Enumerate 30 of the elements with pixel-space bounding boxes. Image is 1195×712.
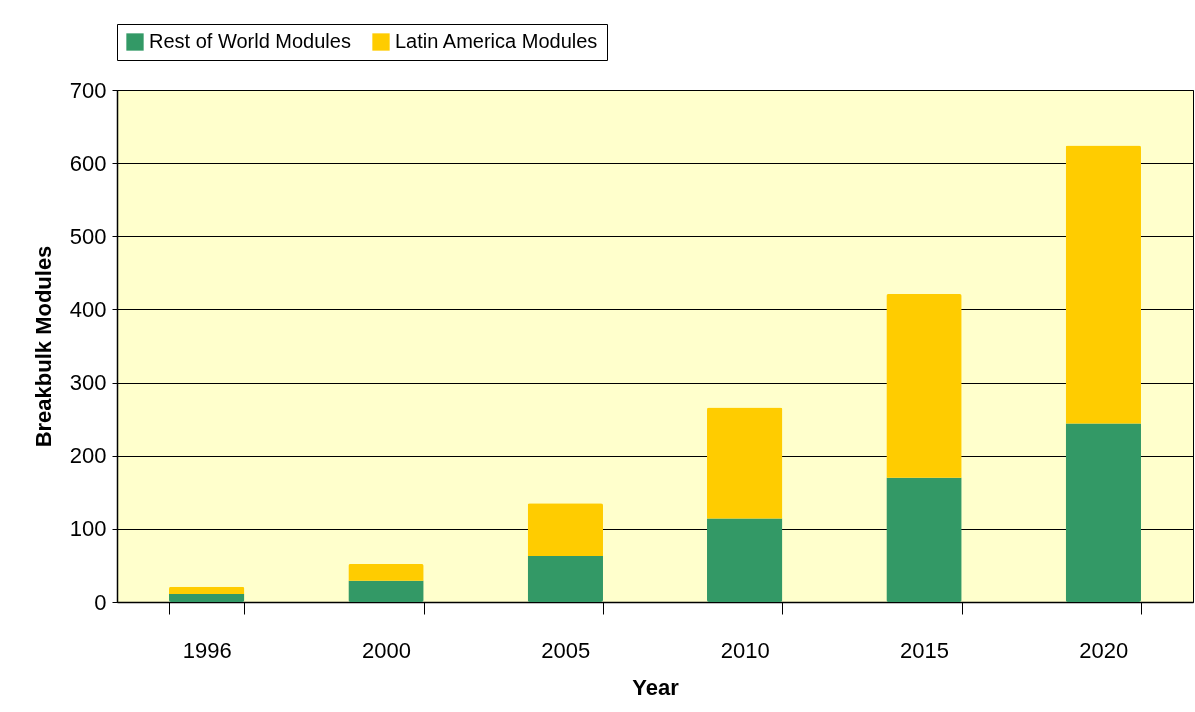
bar <box>527 503 603 556</box>
x-tick-label: 2005 <box>541 637 591 663</box>
bar <box>169 593 245 602</box>
bar <box>527 555 603 602</box>
bar <box>886 477 962 602</box>
bar <box>707 407 783 519</box>
y-tick-label: 200 <box>69 443 107 469</box>
y-tick-label: 100 <box>69 516 107 542</box>
x-axis-title: Year <box>632 674 680 700</box>
legend-label: Rest of World Modules <box>149 30 351 52</box>
y-tick-label: 600 <box>69 150 107 176</box>
bar <box>707 518 783 602</box>
bar <box>169 586 245 594</box>
bar <box>886 294 962 478</box>
y-tick-label: 300 <box>69 370 107 396</box>
bar <box>348 580 424 602</box>
x-tick-label: 2000 <box>362 637 411 663</box>
legend-label: Latin America Modules <box>395 30 598 52</box>
x-tick-label: 2010 <box>720 637 770 663</box>
x-tick-label: 1996 <box>182 637 232 663</box>
y-axis-title: Breakbulk Modules <box>30 245 56 448</box>
bar <box>1065 145 1141 424</box>
x-tick-label: 2015 <box>900 637 949 663</box>
x-tick-label: 2020 <box>1079 637 1129 663</box>
y-tick-label: 700 <box>69 77 107 103</box>
y-tick-label: 500 <box>69 223 107 249</box>
bar <box>1065 423 1141 602</box>
y-tick-label: 400 <box>69 296 107 322</box>
y-tick-label: 0 <box>94 589 107 615</box>
bar <box>348 563 424 581</box>
